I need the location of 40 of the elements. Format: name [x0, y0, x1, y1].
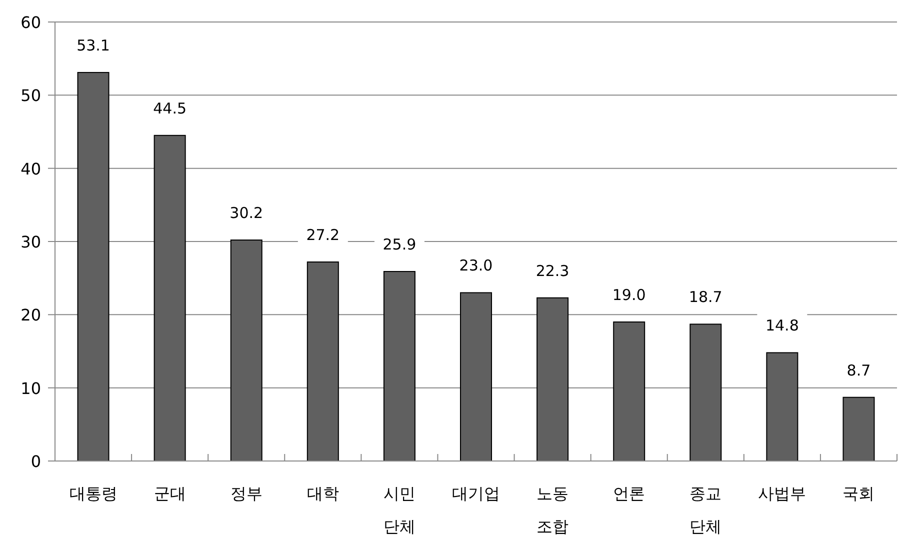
data-label: 30.2	[230, 204, 264, 222]
y-tick-label: 40	[20, 159, 41, 178]
bar	[690, 324, 722, 462]
x-tick-label: 종교 단체	[690, 484, 722, 536]
x-tick-label: 정부	[230, 484, 262, 503]
data-label: 18.7	[688, 288, 722, 306]
data-label: 25.9	[382, 236, 416, 254]
data-label: 14.8	[765, 316, 799, 335]
bar	[536, 297, 569, 462]
data-label: 22.3	[536, 262, 570, 280]
y-tick-label: 30	[20, 232, 41, 252]
bar	[383, 271, 416, 462]
y-tick-label: 50	[20, 86, 41, 106]
x-tick-label: 시민 단체	[383, 484, 416, 536]
y-tick-label: 20	[20, 306, 41, 325]
data-label: 23.0	[459, 256, 493, 275]
bar	[613, 321, 646, 462]
x-tick-label: 사법부	[758, 484, 806, 503]
x-tick-label: 노동 조합	[536, 484, 569, 536]
y-tick-label: 0	[30, 452, 41, 471]
y-tick-label: 10	[20, 378, 41, 398]
bar	[154, 134, 186, 462]
x-tick-label: 국회	[842, 484, 875, 503]
bar	[230, 240, 262, 462]
x-tick-label: 군대	[154, 484, 186, 503]
bar	[77, 72, 110, 462]
data-label: 8.7	[846, 361, 871, 380]
data-label: 19.0	[612, 286, 646, 304]
y-tick-label: 60	[20, 13, 41, 32]
bar	[306, 261, 339, 462]
bar	[766, 352, 798, 462]
x-tick-label: 대학	[306, 484, 339, 503]
x-tick-label: 대기업	[452, 484, 500, 503]
data-label: 27.2	[306, 226, 340, 244]
bar	[460, 292, 492, 462]
x-tick-label: 언론	[613, 484, 646, 503]
bar	[842, 396, 875, 462]
data-label: 53.1	[76, 36, 110, 54]
data-label: 44.5	[153, 99, 187, 118]
x-tick-label: 대통령	[69, 484, 118, 503]
